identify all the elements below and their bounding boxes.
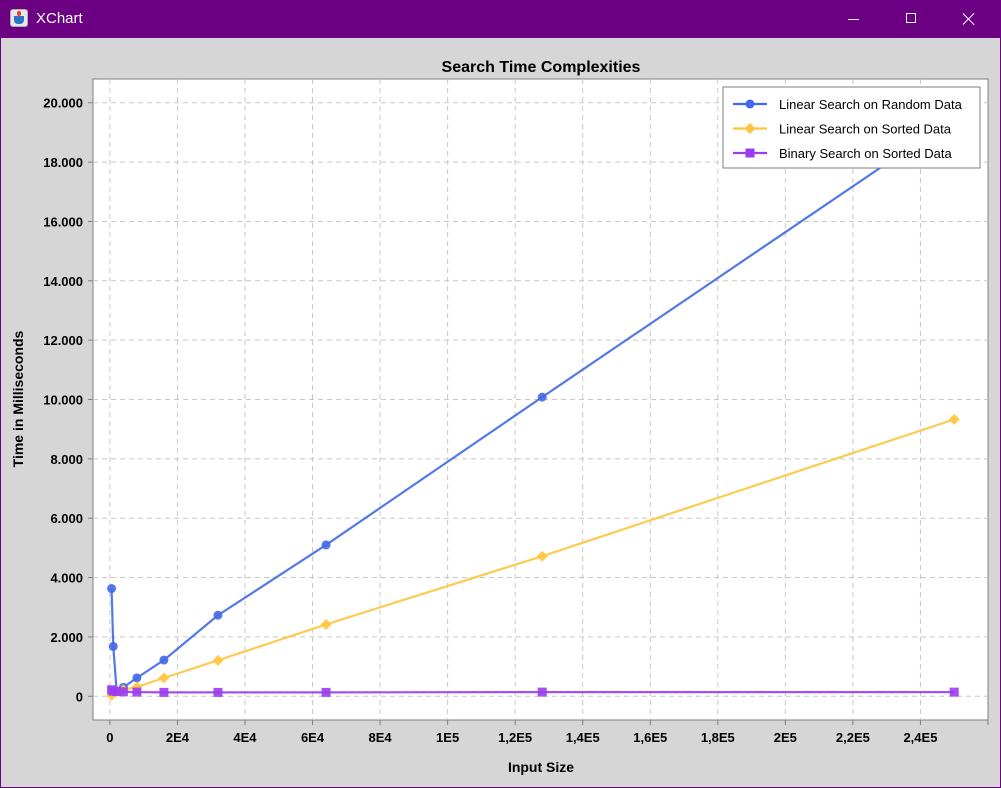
legend-item: Binary Search on Sorted Data: [733, 146, 952, 161]
data-point: [321, 540, 331, 550]
data-point: [948, 413, 960, 425]
java-cup-icon: [10, 9, 28, 27]
grid: [93, 79, 988, 720]
x-tick-label: 2,2E5: [836, 730, 870, 745]
data-point: [320, 618, 332, 630]
x-tick-label: 1E5: [436, 730, 459, 745]
minimize-button[interactable]: [824, 0, 882, 38]
x-axis: 0 2E4 4E4 6E4 8E4 1E5 1,2E5 1,4E5 1,6E5 1,8E5 2E5 2…: [106, 720, 989, 745]
chart-panel: Search Time Complexities 0 2E4 4E4 6E4 8E4 1E…: [1, 38, 1000, 787]
legend-item: Linear Search on Sorted Data: [733, 122, 952, 137]
maximize-icon: [906, 13, 916, 23]
data-point: [132, 673, 142, 683]
data-point: [112, 687, 122, 697]
legend-label: Binary Search on Sorted Data: [779, 146, 952, 161]
y-tick-label: 6.000: [50, 511, 83, 526]
data-point: [107, 584, 117, 594]
data-point: [537, 392, 547, 402]
x-tick-label: 1,2E5: [498, 730, 532, 745]
y-tick-label: 0: [76, 689, 83, 704]
series-line: [110, 116, 955, 693]
data-point: [537, 687, 547, 697]
minimize-icon: [848, 19, 859, 20]
series-3: [107, 685, 959, 697]
data-point: [949, 687, 959, 697]
y-tick-label: 4.000: [50, 571, 83, 586]
x-tick-label: 2E5: [774, 730, 797, 745]
x-axis-label: Input Size: [508, 759, 574, 775]
x-tick-label: 6E4: [301, 730, 325, 745]
chart-title: Search Time Complexities: [442, 59, 641, 76]
x-tick-label: 8E4: [369, 730, 393, 745]
x-tick-label: 4E4: [233, 730, 257, 745]
legend-label: Linear Search on Random Data: [779, 97, 963, 112]
data-point: [321, 687, 331, 697]
close-button[interactable]: [940, 0, 998, 38]
window-title: XChart: [36, 10, 83, 27]
x-tick-label: 1,4E5: [566, 730, 600, 745]
data-point: [118, 687, 128, 697]
x-tick-label: 1,8E5: [701, 730, 735, 745]
x-tick-label: 2E4: [166, 730, 190, 745]
maximize-button[interactable]: [882, 0, 940, 38]
y-tick-label: 8.000: [50, 452, 83, 467]
y-tick-label: 20.000: [43, 96, 83, 111]
y-tick-label: 10.000: [43, 393, 83, 408]
x-tick-label: 1,6E5: [633, 730, 667, 745]
x-tick-label: 0: [106, 730, 113, 745]
legend-marker: [744, 123, 756, 134]
chart: Search Time Complexities 0 2E4 4E4 6E4 8E4 1E…: [10, 59, 989, 775]
y-tick-label: 14.000: [43, 274, 83, 289]
legend-item: Linear Search on Random Data: [733, 97, 963, 112]
data-point: [108, 641, 118, 651]
data-point: [536, 550, 548, 562]
y-tick-label: 12.000: [43, 333, 83, 348]
data-point: [159, 687, 169, 697]
series-group: [106, 113, 960, 701]
legend: Linear Search on Random Data Linear Searc…: [722, 86, 981, 169]
data-point: [158, 672, 170, 684]
y-tick-label: 16.000: [43, 214, 83, 229]
y-axis: 0 2.000 4.000 6.000 8.000 10.000 12.000 14.000 1…: [43, 96, 93, 704]
data-point: [212, 654, 224, 666]
data-point: [159, 655, 169, 665]
legend-label: Linear Search on Sorted Data: [779, 122, 952, 137]
y-tick-label: 2.000: [50, 630, 83, 645]
close-icon: [962, 12, 976, 26]
legend-marker: [745, 148, 755, 158]
data-point: [132, 687, 142, 697]
x-tick-label: 2,4E5: [903, 730, 937, 745]
y-axis-label: Time in Milliseconds: [10, 330, 26, 467]
legend-marker: [745, 99, 755, 109]
y-tick-label: 18.000: [43, 155, 83, 170]
data-point: [213, 610, 223, 620]
data-point: [213, 687, 223, 697]
title-bar[interactable]: XChart: [0, 0, 1001, 38]
